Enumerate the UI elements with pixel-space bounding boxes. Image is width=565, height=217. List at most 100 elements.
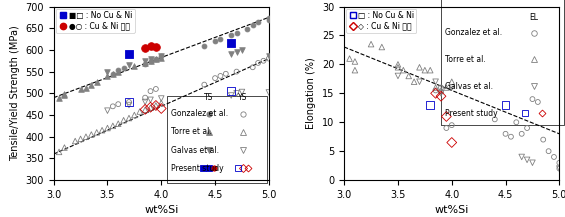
Point	[92, 131, 101, 134]
Point	[404, 74, 413, 78]
Point	[114, 102, 123, 106]
Point	[60, 94, 69, 97]
Point	[221, 72, 231, 76]
Text: Gonzalez et al.: Gonzalez et al.	[171, 109, 228, 118]
Point	[232, 50, 241, 54]
Point	[393, 74, 402, 78]
Point	[141, 108, 150, 112]
Point	[264, 57, 273, 60]
Point	[151, 57, 160, 60]
Text: Gonzalez et al.: Gonzalez et al.	[445, 28, 502, 37]
Point	[146, 59, 155, 62]
Text: Present study: Present study	[445, 109, 498, 118]
Point	[146, 105, 155, 109]
Point	[549, 155, 558, 159]
Point	[523, 158, 532, 162]
Point	[81, 135, 90, 138]
Point	[124, 53, 133, 56]
Point	[146, 44, 155, 47]
Point	[345, 57, 354, 60]
Point	[528, 161, 537, 164]
Point	[442, 115, 451, 118]
Point	[528, 97, 537, 101]
Point	[447, 141, 457, 144]
Point	[146, 59, 155, 62]
Point	[60, 146, 69, 149]
Text: Torre et al.: Torre et al.	[171, 127, 212, 136]
Point	[76, 137, 85, 141]
Point	[399, 68, 408, 72]
Point	[216, 74, 225, 78]
Point	[151, 45, 160, 49]
Point	[71, 139, 80, 143]
Point	[227, 89, 236, 93]
Point	[248, 23, 257, 26]
Point	[114, 122, 123, 125]
Point	[130, 113, 139, 117]
Y-axis label: Tensile/Yield Strength (MPa): Tensile/Yield Strength (MPa)	[10, 25, 20, 161]
Text: Present study: Present study	[171, 164, 224, 173]
Point	[367, 42, 376, 46]
Point	[151, 104, 160, 107]
Point	[393, 66, 402, 69]
Point	[533, 100, 542, 104]
Point	[124, 100, 133, 104]
Point	[506, 135, 515, 138]
Point	[211, 39, 220, 43]
Point	[264, 19, 273, 22]
Point	[232, 70, 241, 73]
Point	[264, 16, 273, 20]
Point	[490, 118, 499, 121]
Point	[157, 56, 166, 59]
Point	[254, 61, 263, 65]
Text: Galvas et al.: Galvas et al.	[445, 82, 493, 91]
Point	[108, 105, 118, 108]
Point	[431, 86, 440, 89]
Point	[437, 86, 446, 89]
Point	[119, 66, 128, 70]
Point	[425, 103, 434, 107]
Point	[410, 80, 419, 84]
Point	[157, 97, 166, 100]
Text: Galvas et al.: Galvas et al.	[171, 146, 219, 155]
Point	[141, 108, 150, 111]
Point	[437, 92, 446, 95]
Point	[141, 59, 150, 62]
Point	[264, 91, 273, 94]
Point	[124, 63, 133, 67]
Point	[135, 110, 144, 113]
Point	[254, 20, 263, 23]
Point	[92, 81, 101, 84]
Point	[146, 106, 155, 109]
Point	[124, 103, 133, 107]
Point	[237, 48, 246, 52]
Point	[437, 94, 446, 98]
Point	[425, 68, 434, 72]
Point	[544, 150, 553, 153]
Point	[442, 86, 451, 89]
Point	[393, 63, 402, 66]
Point	[103, 126, 112, 130]
Point	[157, 101, 166, 105]
Point	[264, 55, 273, 58]
Point	[200, 44, 209, 47]
Text: YS: YS	[238, 93, 247, 102]
Text: TS: TS	[204, 93, 214, 102]
Point	[141, 100, 150, 104]
Point	[146, 57, 155, 60]
Point	[227, 42, 236, 45]
Point	[151, 58, 160, 61]
Point	[232, 92, 241, 95]
Point	[555, 167, 564, 170]
Point	[141, 96, 150, 99]
Point	[523, 126, 532, 130]
Point	[157, 107, 166, 110]
Point	[243, 27, 252, 31]
Point	[216, 37, 225, 41]
Point	[538, 138, 547, 141]
Point	[87, 83, 96, 86]
Point	[431, 80, 440, 84]
Point	[555, 167, 564, 170]
Point	[130, 64, 139, 68]
Point	[248, 66, 257, 69]
